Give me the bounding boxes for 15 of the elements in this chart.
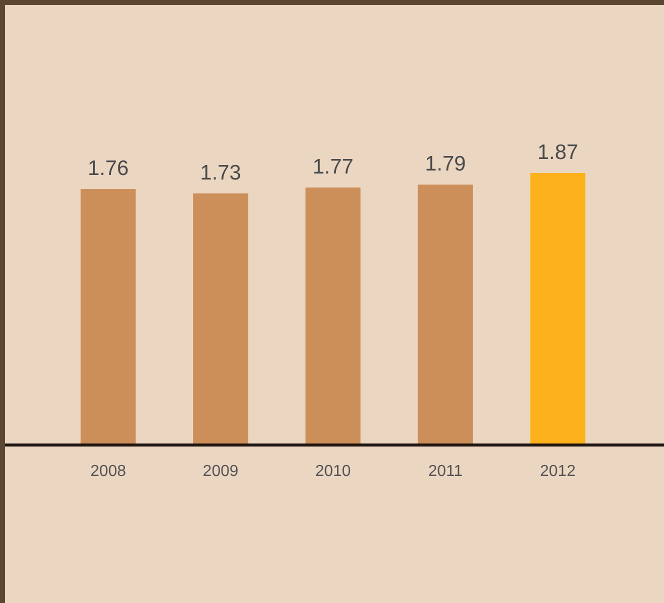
data-label: 1.79	[424, 152, 466, 176]
bar	[418, 184, 473, 445]
x-tick-label: 2010	[315, 463, 351, 480]
x-tick-label: 2008	[90, 463, 126, 480]
bar	[80, 189, 136, 445]
data-label: 1.87	[537, 141, 578, 164]
bar	[305, 188, 361, 445]
x-tick-label: 2011	[428, 463, 463, 480]
x-tick-label: 2012	[540, 463, 576, 480]
data-label: 1.76	[88, 157, 129, 180]
x-tick-label: 2009	[202, 463, 238, 480]
bar	[193, 193, 248, 445]
data-label: 1.77	[312, 156, 354, 179]
bar	[530, 173, 586, 445]
data-label: 1.73	[200, 161, 242, 184]
